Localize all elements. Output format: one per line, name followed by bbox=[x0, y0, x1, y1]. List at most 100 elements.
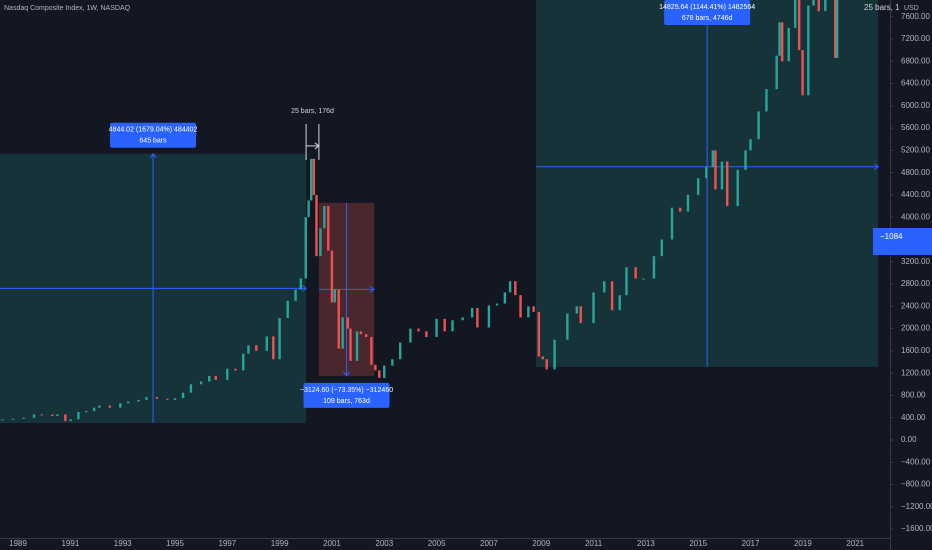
measure-sublabel: 109 bars, 763d bbox=[323, 398, 370, 405]
candle bbox=[85, 411, 88, 413]
y-tick-label: 5600.00 bbox=[901, 123, 930, 132]
candle bbox=[145, 397, 148, 400]
candle bbox=[461, 317, 464, 321]
candle bbox=[711, 150, 715, 168]
candle bbox=[189, 384, 193, 393]
candle bbox=[64, 414, 67, 422]
candle bbox=[678, 207, 682, 212]
candle bbox=[40, 414, 43, 416]
candle bbox=[476, 307, 479, 328]
candle bbox=[98, 405, 101, 408]
candle bbox=[807, 5, 810, 96]
measure-arrow bbox=[301, 284, 307, 292]
candle bbox=[312, 158, 316, 195]
price-label: −1084 bbox=[880, 232, 903, 241]
candle bbox=[166, 398, 169, 400]
candle bbox=[834, 0, 837, 58]
y-tick-label: −400.00 bbox=[901, 457, 931, 466]
candle bbox=[780, 22, 784, 62]
candle bbox=[425, 331, 428, 337]
candle bbox=[173, 398, 177, 400]
y-tick-label: 6800.00 bbox=[901, 56, 930, 65]
candle bbox=[226, 368, 229, 380]
y-tick-label: 7600.00 bbox=[901, 12, 930, 21]
candle bbox=[341, 317, 344, 349]
x-tick-label: 1995 bbox=[166, 539, 184, 548]
y-tick-label: 1200.00 bbox=[901, 368, 930, 377]
x-tick-label: 2001 bbox=[323, 539, 341, 548]
measure-sublabel: 678 bars, 4746d bbox=[682, 15, 733, 22]
candle bbox=[181, 392, 185, 399]
candle bbox=[265, 336, 268, 351]
date-range-label: 25 bars, 176d bbox=[291, 108, 334, 115]
candle bbox=[787, 27, 790, 62]
candle bbox=[255, 345, 258, 351]
measure-label: 14825.64 (1144.41%) 1482564 bbox=[659, 4, 755, 11]
candle bbox=[319, 228, 322, 257]
candle bbox=[744, 150, 747, 170]
measure-label-box bbox=[110, 122, 197, 148]
candle bbox=[364, 334, 368, 337]
x-tick-label: 2007 bbox=[480, 539, 498, 548]
currency: USD bbox=[904, 5, 919, 12]
x-tick-label: 1989 bbox=[9, 539, 27, 548]
candle bbox=[307, 200, 310, 218]
candle bbox=[155, 397, 159, 399]
candle bbox=[272, 336, 275, 360]
candle bbox=[11, 418, 15, 420]
y-tick-label: 2400.00 bbox=[901, 301, 930, 310]
candle bbox=[527, 306, 530, 318]
candle bbox=[443, 318, 446, 332]
candle bbox=[451, 320, 454, 332]
candle bbox=[726, 161, 729, 207]
candle bbox=[541, 356, 544, 360]
candle bbox=[660, 239, 664, 257]
candle bbox=[618, 295, 621, 311]
x-tick-label: 1997 bbox=[218, 539, 236, 548]
candle bbox=[315, 194, 318, 257]
candle bbox=[208, 375, 211, 382]
candle bbox=[323, 206, 326, 229]
candle bbox=[199, 381, 203, 385]
y-tick-label: 2800.00 bbox=[901, 279, 930, 288]
candle bbox=[696, 178, 700, 195]
y-tick-label: 6000.00 bbox=[901, 101, 930, 110]
measure-sublabel: 645 bars bbox=[139, 138, 167, 145]
candle bbox=[349, 328, 352, 361]
candle bbox=[757, 111, 760, 140]
candle bbox=[670, 207, 674, 240]
candle bbox=[797, 0, 801, 51]
candle bbox=[359, 331, 363, 335]
y-tick-label: 400.00 bbox=[901, 413, 926, 422]
y-tick-label: 4800.00 bbox=[901, 168, 930, 177]
candle bbox=[714, 150, 717, 190]
y-tick-label: 0.00 bbox=[901, 435, 917, 444]
corner-note: 25 bars, 1 bbox=[864, 3, 900, 12]
candle bbox=[242, 353, 245, 371]
price-label-box bbox=[873, 228, 932, 255]
candle bbox=[519, 295, 522, 318]
measure-label-box bbox=[664, 0, 751, 25]
y-tick-label: 5200.00 bbox=[901, 145, 930, 154]
candle bbox=[495, 303, 499, 306]
candle bbox=[399, 342, 402, 360]
candle bbox=[720, 161, 724, 190]
candle bbox=[579, 306, 582, 324]
candle bbox=[22, 417, 25, 419]
candle bbox=[1, 419, 4, 421]
x-tick-label: 1993 bbox=[114, 539, 132, 548]
candle bbox=[327, 206, 330, 251]
candle bbox=[378, 370, 381, 378]
candle bbox=[652, 256, 656, 279]
candle bbox=[642, 278, 645, 280]
candle bbox=[92, 407, 96, 412]
candle bbox=[610, 281, 614, 311]
candle bbox=[137, 399, 140, 402]
candle bbox=[801, 50, 804, 96]
candle bbox=[514, 281, 517, 296]
y-tick-label: −1200.00 bbox=[901, 502, 932, 511]
candle bbox=[575, 306, 578, 314]
candle bbox=[812, 0, 815, 6]
